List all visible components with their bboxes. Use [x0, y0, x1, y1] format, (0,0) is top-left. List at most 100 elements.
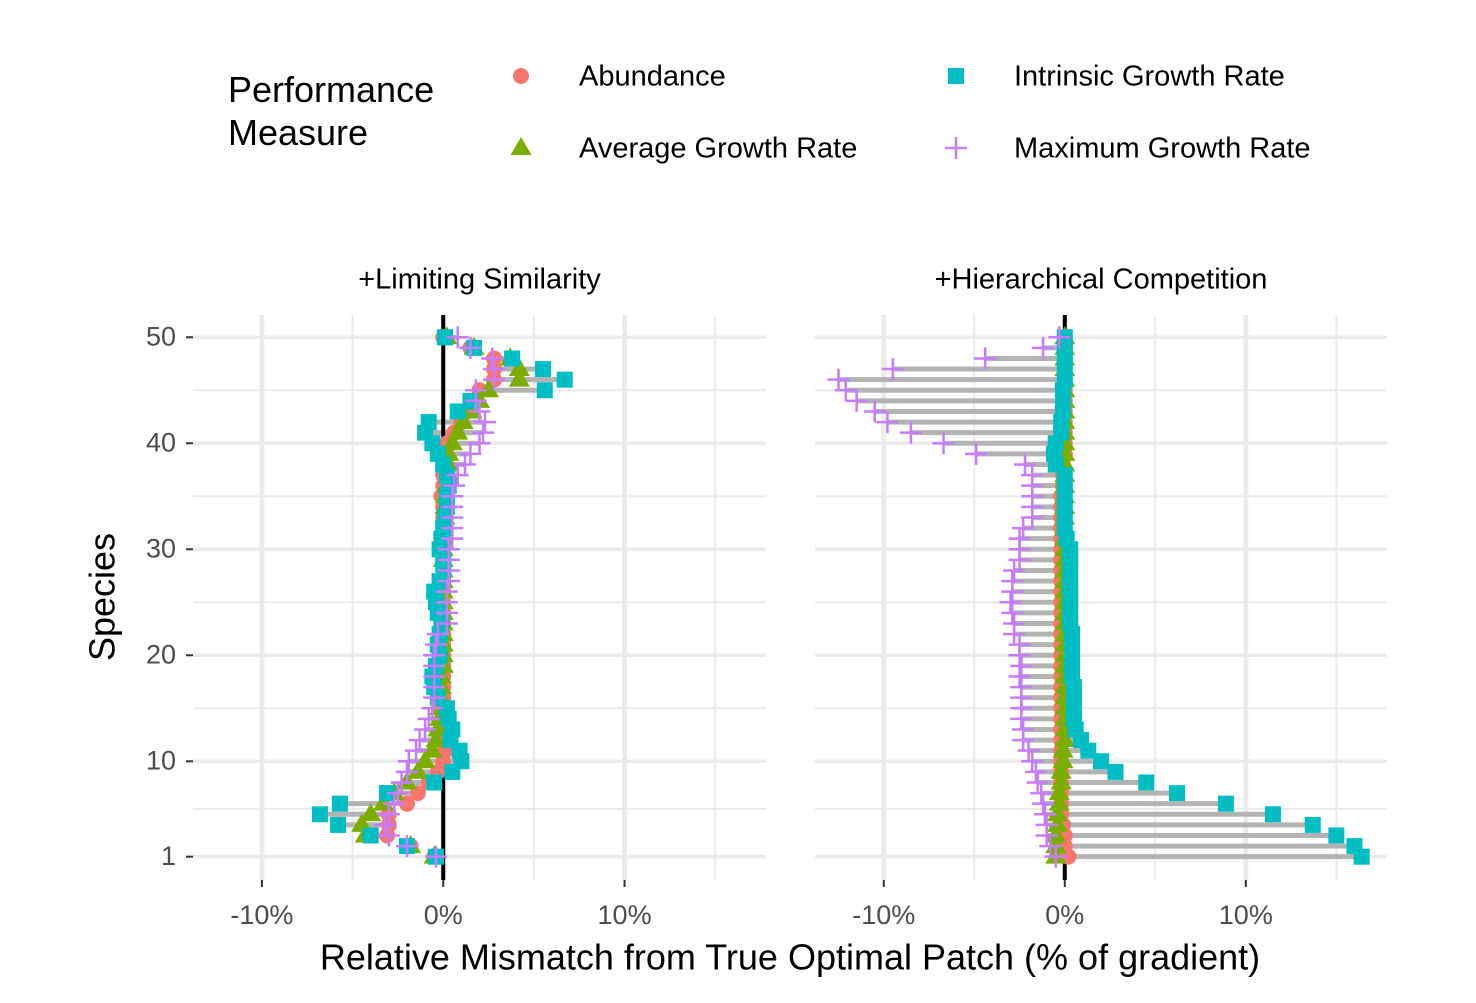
point — [1033, 803, 1056, 826]
point — [447, 421, 469, 440]
legend-key — [945, 137, 967, 159]
point — [483, 358, 506, 381]
x-tick-label: -10% — [230, 900, 293, 930]
point — [1328, 827, 1345, 844]
point — [414, 718, 437, 741]
point — [423, 644, 446, 667]
point — [508, 368, 530, 387]
point — [414, 750, 436, 769]
legend-label: Average Growth Rate — [579, 133, 857, 165]
point — [1048, 792, 1070, 811]
point — [1039, 835, 1062, 858]
point — [1107, 763, 1124, 780]
point — [1047, 803, 1069, 822]
point — [1346, 838, 1363, 855]
point — [449, 403, 466, 420]
point — [459, 442, 482, 465]
point — [1017, 739, 1040, 762]
point — [426, 623, 449, 646]
point — [435, 580, 458, 603]
point — [441, 485, 464, 508]
legend-key — [948, 68, 964, 84]
point — [377, 824, 400, 847]
point — [427, 718, 449, 737]
x-tick-label: 10% — [1219, 900, 1273, 930]
point — [1169, 785, 1186, 802]
point — [443, 474, 466, 497]
point — [1052, 739, 1074, 758]
point — [452, 411, 474, 430]
point — [424, 845, 447, 868]
point — [1050, 771, 1072, 790]
point — [360, 803, 382, 822]
x-tick-label: -10% — [852, 900, 915, 930]
point — [331, 795, 348, 812]
point — [974, 347, 997, 370]
legend-key — [513, 68, 529, 84]
point — [1138, 774, 1155, 791]
y-tick-label: 1 — [161, 841, 176, 871]
point — [1008, 633, 1031, 656]
point — [468, 400, 491, 423]
x-tick-label: 0% — [424, 900, 463, 930]
y-tick-label: 30 — [146, 533, 176, 563]
point — [472, 421, 495, 444]
point — [1021, 750, 1044, 773]
point — [424, 633, 447, 656]
legend-label: Maximum Growth Rate — [1014, 133, 1311, 165]
point — [1012, 517, 1035, 540]
point — [421, 739, 443, 758]
point — [425, 729, 447, 748]
point — [446, 326, 469, 349]
point — [876, 411, 899, 434]
point — [1026, 771, 1049, 794]
point — [377, 803, 400, 826]
point — [473, 411, 496, 434]
point — [426, 774, 443, 791]
x-tick-label: 0% — [1045, 900, 1084, 930]
point — [556, 371, 573, 388]
point — [504, 350, 521, 367]
legend-key — [510, 137, 532, 155]
point — [863, 400, 886, 423]
point — [1003, 612, 1026, 635]
point — [1010, 654, 1033, 677]
point — [374, 813, 397, 836]
point — [899, 421, 922, 444]
point — [534, 361, 551, 378]
point — [421, 697, 444, 720]
point — [362, 827, 379, 844]
point — [1001, 601, 1024, 624]
point — [1044, 845, 1067, 868]
point — [1048, 326, 1071, 349]
point — [1052, 750, 1074, 769]
point — [407, 760, 429, 779]
point — [1047, 813, 1069, 832]
point — [827, 368, 850, 391]
point — [932, 432, 955, 455]
point — [1001, 570, 1024, 593]
point — [461, 400, 483, 419]
point — [1010, 676, 1033, 699]
point — [453, 453, 476, 476]
point — [417, 707, 440, 730]
point — [1093, 753, 1109, 770]
point — [468, 432, 491, 455]
point — [481, 347, 504, 370]
point — [1048, 782, 1070, 801]
point — [459, 336, 482, 359]
point — [1032, 792, 1055, 815]
point — [1050, 760, 1072, 779]
point — [437, 538, 460, 561]
point — [351, 813, 373, 832]
x-tick-label: 10% — [598, 900, 652, 930]
point — [405, 739, 428, 762]
point — [845, 389, 868, 412]
point — [437, 329, 454, 346]
point — [408, 729, 431, 752]
legend-label: Abundance — [579, 61, 726, 93]
x-axis-label: Relative Mismatch from True Optimal Patc… — [320, 937, 1260, 978]
point — [1264, 806, 1281, 823]
point — [965, 442, 988, 465]
